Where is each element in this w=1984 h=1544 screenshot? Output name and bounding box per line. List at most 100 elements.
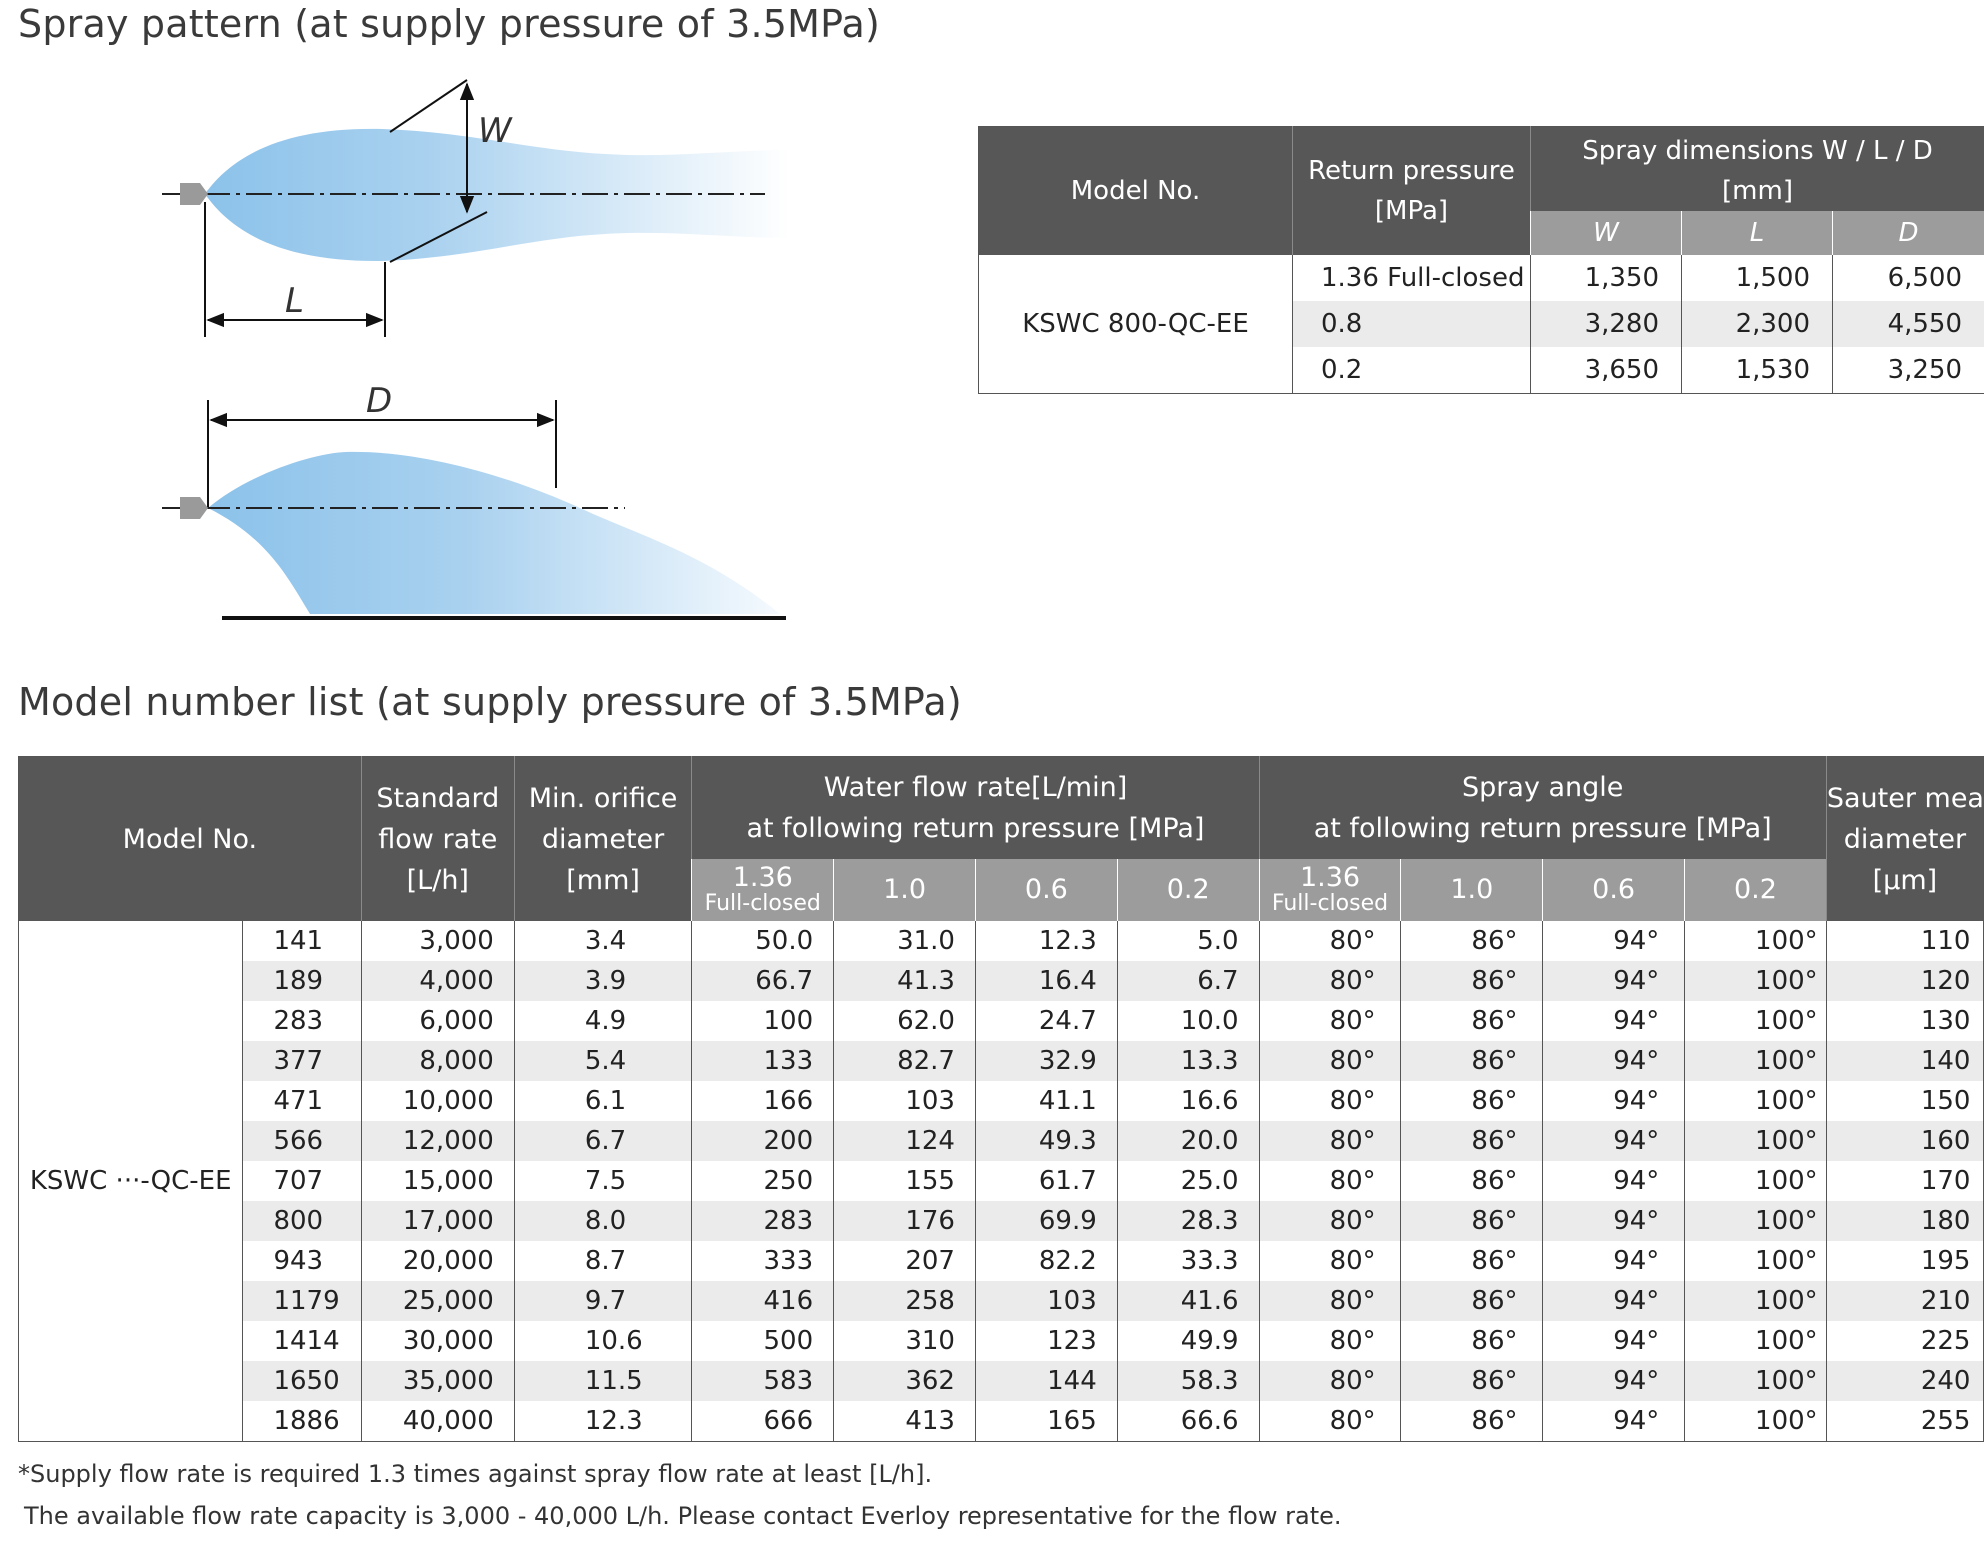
angle-0.2-cell: 100° xyxy=(1684,921,1827,961)
flow-0.2-cell: 28.3 xyxy=(1116,1201,1260,1241)
angle-0.2-cell: 100° xyxy=(1684,1241,1827,1281)
flow-1.0-cell: 207 xyxy=(833,1241,976,1281)
angle-0.6-cell: 94° xyxy=(1542,1361,1685,1401)
table-row: 1650 35,000 11.5 583 362 144 58.3 80° 86° 94° 100°… xyxy=(19,1361,1984,1401)
angle-0.6-cell: 94° xyxy=(1542,1121,1685,1161)
header-sauter-mean-diameter: Sauter mean diameter [μm] xyxy=(1825,756,1984,921)
angle-0.6-cell: 94° xyxy=(1542,1281,1685,1321)
angle-1.0-cell: 86° xyxy=(1400,1081,1543,1121)
pressure-note: Full-closed xyxy=(704,891,821,916)
model-number-table: Model No. Standard flow rate [L/h] Min. … xyxy=(18,756,1984,1442)
angle-1.36-cell: 80° xyxy=(1258,1201,1401,1241)
table-row: 943 20,000 8.7 333 207 82.2 33.3 80° 86° 94° 100° 1… xyxy=(19,1241,1984,1281)
standard-flow-cell: 35,000 xyxy=(360,1361,515,1401)
l-cell: 1,530 xyxy=(1681,347,1833,394)
spray-pattern-top-diagram: W L xyxy=(162,79,790,337)
flow-0.6-cell: 165 xyxy=(974,1401,1118,1442)
orifice-cell: 8.0 xyxy=(513,1201,692,1241)
sauter-diameter-cell: 140 xyxy=(1825,1041,1984,1081)
flow-0.2-cell: 20.0 xyxy=(1116,1121,1260,1161)
flow-1.36-cell: 200 xyxy=(691,1121,834,1161)
flow-1.0-cell: 124 xyxy=(833,1121,976,1161)
model-code-cell: 566 xyxy=(242,1121,362,1161)
flow-1.0-cell: 310 xyxy=(833,1321,976,1361)
flow-1.36-cell: 500 xyxy=(691,1321,834,1361)
orifice-cell: 3.9 xyxy=(513,961,692,1001)
flow-1.0-cell: 362 xyxy=(833,1361,976,1401)
angle-1.36-cell: 80° xyxy=(1258,1281,1401,1321)
model-code-cell: 943 xyxy=(242,1241,362,1281)
dimension-row: KSWC 800-QC-EE 1.36 Full-closed 1,350 1,500… xyxy=(979,255,1984,339)
standard-flow-cell: 6,000 xyxy=(360,1001,515,1041)
table-row: 800 17,000 8.0 283 176 69.9 28.3 80° 86° 94° 100° 1… xyxy=(19,1201,1984,1241)
flow-0.2-cell: 66.6 xyxy=(1116,1401,1260,1442)
standard-flow-cell: 17,000 xyxy=(360,1201,515,1241)
return-pressure-cell: 0.8 xyxy=(1292,301,1531,347)
pressure-note: Full-closed xyxy=(1271,891,1389,916)
model-code-cell: 471 xyxy=(242,1081,362,1121)
model-code-cell: 189 xyxy=(242,961,362,1001)
flow-1.36-cell: 133 xyxy=(691,1041,834,1081)
model-code-cell: 1414 xyxy=(242,1321,362,1361)
model-code-cell: 141 xyxy=(242,921,362,961)
angle-1.0-cell: 86° xyxy=(1400,1001,1543,1041)
dimension-row: 0.8 3,280 2,300 4,550 xyxy=(979,301,1984,347)
flow-1.0-cell: 258 xyxy=(833,1281,976,1321)
l-cell: 1,500 xyxy=(1681,255,1833,301)
angle-0.2-cell: 100° xyxy=(1684,1161,1827,1201)
sauter-diameter-cell: 240 xyxy=(1825,1361,1984,1401)
angle-1.0-cell: 86° xyxy=(1400,1361,1543,1401)
angle-0.2-cell: 100° xyxy=(1684,1401,1827,1442)
orifice-cell: 7.5 xyxy=(513,1161,692,1201)
header-angle-pressure-3: 0.2 xyxy=(1684,859,1827,921)
angle-0.6-cell: 94° xyxy=(1542,1041,1685,1081)
angle-0.2-cell: 100° xyxy=(1684,1201,1827,1241)
sauter-diameter-cell: 210 xyxy=(1825,1281,1984,1321)
flow-0.6-cell: 41.1 xyxy=(974,1081,1118,1121)
model-cell: KSWC 800-QC-EE xyxy=(1022,309,1249,339)
angle-1.0-cell: 86° xyxy=(1400,961,1543,1001)
spray-pattern-side-diagram: D xyxy=(162,381,786,620)
nozzle-icon xyxy=(180,183,208,205)
flow-1.0-cell: 155 xyxy=(833,1161,976,1201)
flow-0.2-cell: 58.3 xyxy=(1116,1361,1260,1401)
header-w: W xyxy=(1530,211,1682,255)
flow-0.6-cell: 82.2 xyxy=(974,1241,1118,1281)
w-cell: 3,650 xyxy=(1530,347,1682,394)
pressure-value: 1.0 xyxy=(1450,874,1494,905)
pressure-value: 0.6 xyxy=(1024,874,1068,905)
angle-0.6-cell: 94° xyxy=(1542,1201,1685,1241)
table-row: 1179 25,000 9.7 416 258 103 41.6 80° 86° 94° 100° 2… xyxy=(19,1281,1984,1321)
flow-0.2-cell: 49.9 xyxy=(1116,1321,1260,1361)
d-cell: 6,500 xyxy=(1831,255,1984,301)
angle-0.2-cell: 100° xyxy=(1684,1081,1827,1121)
flow-0.2-cell: 41.6 xyxy=(1116,1281,1260,1321)
standard-flow-cell: 40,000 xyxy=(360,1401,515,1442)
header-return-pressure: Return pressure [MPa] xyxy=(1292,126,1531,255)
angle-1.36-cell: 80° xyxy=(1258,961,1401,1001)
orifice-cell: 5.4 xyxy=(513,1041,692,1081)
flow-0.6-cell: 103 xyxy=(974,1281,1118,1321)
flow-0.6-cell: 49.3 xyxy=(974,1121,1118,1161)
flow-1.0-cell: 176 xyxy=(833,1201,976,1241)
d-cell: 4,550 xyxy=(1831,301,1984,347)
angle-0.2-cell: 100° xyxy=(1684,1041,1827,1081)
angle-1.0-cell: 86° xyxy=(1400,1201,1543,1241)
angle-0.6-cell: 94° xyxy=(1542,961,1685,1001)
dimension-row: 0.2 3,650 1,530 3,250 xyxy=(979,347,1984,394)
orifice-cell: 12.3 xyxy=(513,1401,692,1442)
header-model-no: Model No. xyxy=(18,756,362,921)
angle-1.0-cell: 86° xyxy=(1400,1041,1543,1081)
angle-0.2-cell: 100° xyxy=(1684,1001,1827,1041)
header-spray-angle: Spray angle at following return pressure… xyxy=(1258,756,1827,859)
flow-0.6-cell: 123 xyxy=(974,1321,1118,1361)
table-row: 707 15,000 7.5 250 155 61.7 25.0 80° 86° 94° 100° 1… xyxy=(19,1161,1984,1201)
standard-flow-cell: 15,000 xyxy=(360,1161,515,1201)
model-code-cell: 800 xyxy=(242,1201,362,1241)
orifice-cell: 6.7 xyxy=(513,1121,692,1161)
orifice-cell: 6.1 xyxy=(513,1081,692,1121)
flow-1.0-cell: 82.7 xyxy=(833,1041,976,1081)
sauter-diameter-cell: 180 xyxy=(1825,1201,1984,1241)
angle-0.6-cell: 94° xyxy=(1542,1001,1685,1041)
header-model-no: Model No. xyxy=(978,126,1293,255)
